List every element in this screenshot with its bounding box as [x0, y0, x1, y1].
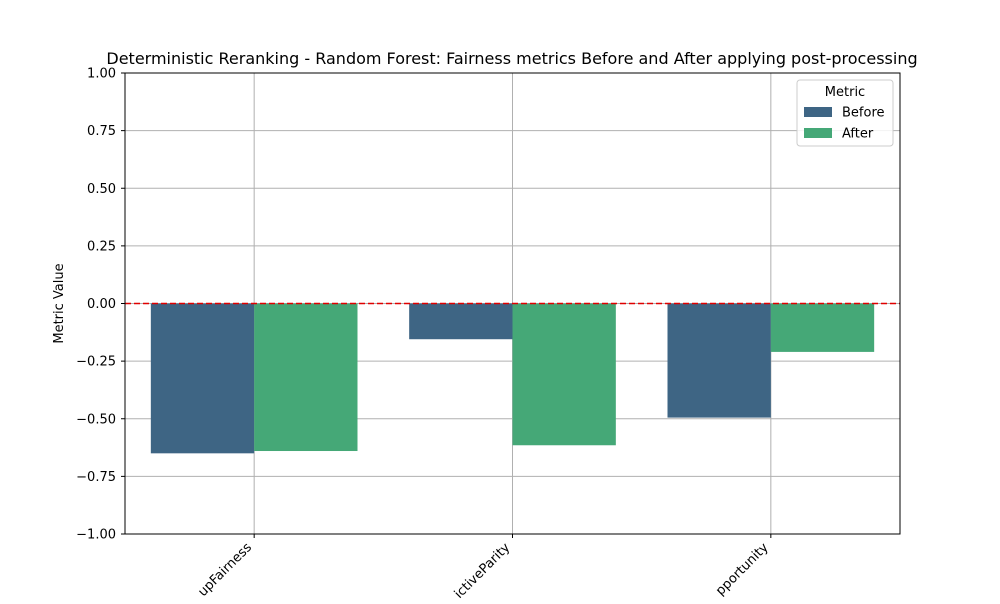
y-tick-label: −0.50	[76, 412, 116, 427]
y-tick-label: −1.00	[76, 528, 116, 543]
y-tick-label: 0.00	[87, 297, 116, 312]
chart-title: Deterministic Reranking - Random Forest:…	[106, 49, 917, 68]
y-tick-label: −0.25	[76, 355, 116, 370]
x-tick-label: ictiveParity	[452, 540, 514, 600]
bar-after-3[interactable]	[770, 303, 875, 352]
y-tick-label: 0.75	[87, 124, 116, 139]
legend-swatch-before	[804, 107, 832, 117]
bar-before-2[interactable]	[409, 303, 513, 340]
y-tick-label: −0.75	[76, 470, 116, 485]
legend-label-before: Before	[842, 106, 885, 121]
y-axis-label: Metric Value	[52, 263, 67, 343]
y-tick-label: 0.25	[87, 239, 116, 254]
bar-after-1[interactable]	[254, 303, 358, 452]
legend-title: Metric	[825, 85, 865, 100]
y-axis: 1.00 0.75 0.50 0.25 0.00 −0.25 −0.50 −0.75 −1.00	[76, 67, 125, 543]
x-tick-label: pportunity	[713, 540, 772, 599]
x-axis: upFairness ictiveParity pportunity	[195, 534, 772, 600]
x-tick-label: upFairness	[195, 540, 255, 600]
y-tick-label: 1.00	[87, 67, 116, 82]
bar-before-1[interactable]	[150, 303, 255, 454]
legend-label-after: After	[842, 127, 874, 142]
bar-after-2[interactable]	[512, 303, 616, 446]
legend-swatch-after	[804, 128, 832, 138]
legend[interactable]: Metric Before After	[796, 79, 894, 147]
bar-before-3[interactable]	[667, 303, 771, 418]
bars	[150, 303, 875, 454]
y-tick-label: 0.50	[87, 182, 116, 197]
